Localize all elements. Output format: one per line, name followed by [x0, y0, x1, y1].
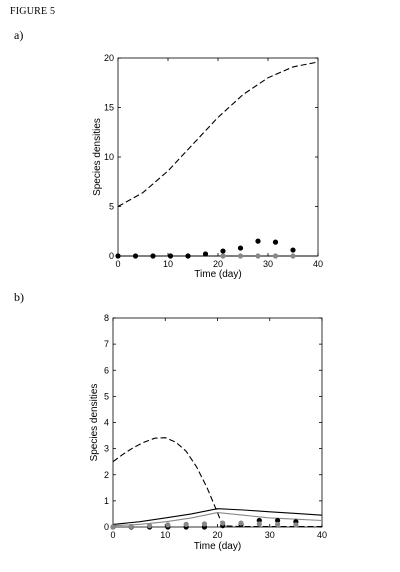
chart-b-ytick-label: 3	[104, 444, 109, 454]
chart-b-xtick-label: 30	[265, 530, 275, 540]
chart-a-series-3-point	[237, 253, 244, 259]
chart-b-xtick-label: 0	[110, 530, 115, 540]
chart-b-series-4-point	[110, 524, 116, 530]
chart-a-series-2-point	[150, 253, 156, 259]
chart-a-xtick-label: 0	[115, 259, 120, 269]
chart-b-series-4-point	[165, 522, 171, 528]
chart-b-ytick-label: 1	[104, 496, 109, 506]
chart-a-y-axis-title: Species densities	[92, 118, 103, 196]
chart-a-ytick-label: 20	[104, 53, 114, 63]
chart-b-ytick-label: 6	[104, 365, 109, 375]
chart-a-series-2-point	[202, 251, 209, 257]
chart-b-series-3-point	[274, 517, 281, 524]
chart-b-plot-frame	[112, 317, 323, 528]
chart-a-series-2-point	[272, 239, 279, 245]
panel-label-a: a)	[14, 28, 24, 42]
chart-a-series-2-point	[132, 253, 139, 259]
chart-b-ytick-label: 8	[104, 313, 109, 323]
chart-b-series-4-point	[183, 521, 189, 527]
chart-a-series-2-point	[237, 245, 244, 251]
chart-b-xtick-label: 40	[317, 530, 327, 540]
chart-a-series-2-point	[220, 248, 226, 254]
chart-a-series-3-point	[272, 253, 279, 259]
chart-b-series-4-point	[293, 522, 299, 528]
chart-a-plot-frame	[117, 57, 319, 257]
chart-a-series-0-line	[117, 61, 319, 207]
chart-a-series-3-point	[255, 253, 261, 259]
chart-b-ytick-label: 0	[104, 522, 109, 532]
chart-b-series-4-point	[146, 523, 153, 529]
chart-b-series-4-point	[238, 520, 244, 526]
chart-a-series-2-point	[255, 238, 261, 244]
chart-b-series-0-line	[112, 437, 322, 528]
chart-a-xtick-label: 10	[163, 259, 173, 269]
chart-a-xtick-label: 30	[263, 259, 273, 269]
chart-b-series-4-point	[128, 523, 134, 530]
chart-a-xtick-label: 20	[213, 259, 223, 269]
chart-a-x-axis-title: Time (day)	[194, 269, 241, 280]
chart-b-y-axis-title: Species densities	[89, 384, 100, 462]
chart-b-series-4-point	[201, 521, 208, 527]
chart-a-series-2-point	[185, 253, 191, 259]
chart-a-ytick-label: 10	[104, 152, 114, 162]
chart-a-ytick-label: 0	[109, 251, 114, 261]
chart-b-ytick-label: 7	[104, 339, 109, 349]
chart-a-series-2-point	[115, 253, 121, 259]
chart-b-ytick-label: 5	[104, 391, 109, 401]
chart-a-ytick-label: 5	[109, 202, 114, 212]
chart-b-xtick-label: 20	[212, 530, 222, 540]
chart-b-xtick-label: 10	[160, 530, 170, 540]
chart-b-series-1-line	[112, 508, 323, 525]
chart-b-series-4-point	[256, 521, 262, 527]
chart-b-series-4-point	[274, 521, 281, 527]
panel-label-b: b)	[14, 290, 24, 304]
chart-b-ytick-label: 2	[104, 470, 109, 480]
chart-b-series-2-line	[112, 512, 323, 527]
figure-label: FIGURE 5	[10, 6, 56, 17]
chart-b-series-4-point	[220, 520, 226, 526]
chart-a-xtick-label: 40	[313, 259, 323, 269]
chart-a-series-3-point	[290, 253, 296, 259]
chart-a-ytick-label: 15	[104, 103, 114, 113]
chart-a-series-2-point	[290, 247, 296, 253]
chart-b-ytick-label: 4	[104, 418, 109, 428]
chart-a-series-3-point	[220, 253, 226, 259]
chart-b-x-axis-title: Time (day)	[194, 541, 241, 552]
chart-a-series-2-point	[167, 253, 174, 259]
